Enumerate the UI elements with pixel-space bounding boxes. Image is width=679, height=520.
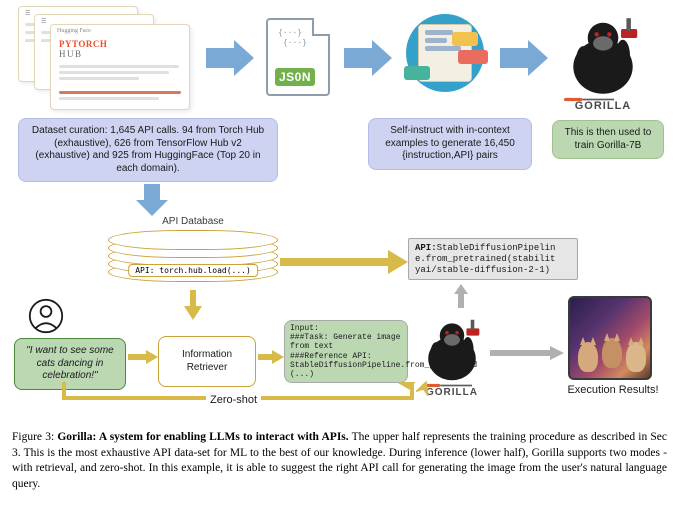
selfinstruct-icon <box>400 14 490 92</box>
arrow-db-to-retriever <box>184 290 202 320</box>
arrow-doc-to-json <box>204 38 256 78</box>
figure-diagram: ☰ ☰ Hugging Face PYTORCH HUB {···} {···}… <box>0 0 679 420</box>
figure-number: Figure 3: <box>12 431 57 443</box>
figure-caption-lead: Gorilla: A system for enabling LLMs to i… <box>57 431 348 443</box>
execution-result-image <box>568 296 652 380</box>
huggingface-label: Hugging Face <box>57 28 91 34</box>
doc-card-front: Hugging Face PYTORCH HUB <box>50 24 190 110</box>
json-label: JS0N <box>275 68 315 86</box>
arrow-retriever-to-input <box>258 350 284 364</box>
execution-result-label: Execution Results! <box>566 384 660 396</box>
dataset-box: Dataset curation: 1,645 API calls. 94 fr… <box>18 118 278 182</box>
gorilla-bottom: GORILLA <box>416 306 488 394</box>
pytorch-title: PYTORCH <box>59 39 107 49</box>
input-box: Input: ###Task: Generate image from text… <box>284 320 408 383</box>
arrow-prompt-to-retriever <box>128 350 158 364</box>
user-prompt-box: "I want to see some cats dancing in cele… <box>14 338 126 390</box>
information-retriever: Information Retriever <box>158 336 256 387</box>
api-chip: API: torch.hub.load(...) <box>128 264 258 277</box>
gorilla-top-label: GORILLA <box>575 100 632 112</box>
arrow-selfinstruct-to-gorilla <box>498 38 550 78</box>
arrow-gorilla-to-code <box>454 284 468 308</box>
arrow-gorilla-to-exec <box>490 346 564 360</box>
gorilla-bottom-label: GORILLA <box>426 387 478 398</box>
pytorch-hub: HUB <box>59 49 83 59</box>
api-database: API Database API: torch.hub.load(...) <box>108 226 278 294</box>
json-file-icon: {···} {···} JS0N <box>266 18 330 96</box>
arrow-json-to-selfinstruct <box>342 38 394 78</box>
api-output-text: StableDiffusionPipelin e.from_pretrained… <box>415 243 555 275</box>
arrow-db-to-code <box>280 250 408 320</box>
train-box: This is then used to train Gorilla-7B <box>552 120 664 159</box>
zero-shot-label: Zero-shot <box>206 394 261 406</box>
selfinstruct-box: Self-instruct with in-context examples t… <box>368 118 532 170</box>
api-output-box: API:StableDiffusionPipelin e.from_pretra… <box>408 238 578 280</box>
user-icon <box>28 298 64 334</box>
gorilla-top: GORILLA <box>558 4 648 108</box>
api-database-title: API Database <box>162 216 224 227</box>
arrow-dataset-to-db <box>132 182 172 218</box>
figure-caption: Figure 3: Gorilla: A system for enabling… <box>12 430 667 492</box>
